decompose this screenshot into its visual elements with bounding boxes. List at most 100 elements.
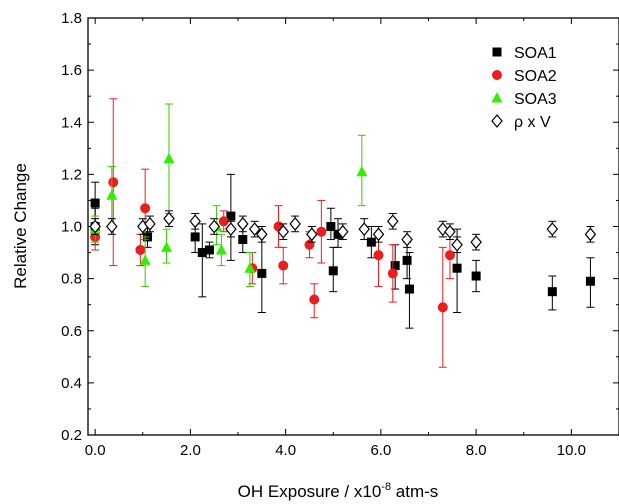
- data-point: [437, 246, 448, 368]
- point-marker: [204, 245, 214, 255]
- point-marker: [163, 211, 175, 226]
- legend-label: SOA1: [514, 45, 557, 62]
- point-marker: [373, 250, 384, 261]
- point-marker: [190, 232, 200, 242]
- point-marker: [277, 224, 290, 239]
- point-marker: [390, 261, 400, 271]
- point-marker: [387, 214, 399, 229]
- point-marker: [404, 284, 414, 294]
- legend-entry: SOA2: [492, 68, 557, 85]
- data-point: [306, 226, 318, 243]
- plot-frame: [87, 17, 619, 436]
- point-marker: [470, 235, 482, 250]
- data-point: [326, 207, 336, 241]
- data-point: [244, 252, 256, 287]
- point-marker: [328, 266, 338, 276]
- point-marker: [316, 226, 327, 237]
- data-point: [387, 244, 398, 303]
- point-marker: [139, 254, 151, 265]
- data-point: [337, 223, 349, 241]
- point-marker: [215, 243, 227, 255]
- legend: SOA1 SOA2 SOA3 ρ x V: [491, 45, 557, 131]
- point-marker: [356, 165, 368, 177]
- point-marker: [135, 244, 146, 255]
- point-marker: [140, 203, 151, 214]
- data-point: [328, 246, 338, 293]
- point-marker: [278, 260, 289, 271]
- point-marker: [358, 222, 370, 237]
- point-marker: [89, 219, 101, 234]
- x-axis-title-exponent: -8: [381, 481, 391, 493]
- data-point: [106, 166, 118, 227]
- y-tick-label: 0.2: [61, 427, 82, 444]
- y-tick-label: 0.8: [61, 271, 82, 288]
- data-point: [248, 220, 261, 238]
- data-point: [215, 233, 227, 267]
- point-marker: [584, 227, 597, 242]
- data-point: [277, 223, 290, 241]
- data-point: [451, 236, 463, 254]
- point-marker: [161, 241, 173, 252]
- data-point: [106, 218, 118, 235]
- data-point: [108, 98, 119, 267]
- point-marker: [257, 268, 267, 278]
- y-tick-label: 1.2: [61, 166, 82, 183]
- data-point: [163, 103, 175, 214]
- point-marker: [437, 302, 448, 313]
- point-marker: [144, 216, 156, 231]
- data-point: [584, 226, 597, 243]
- legend-entry: ρ x V: [491, 114, 551, 131]
- point-marker: [248, 222, 261, 237]
- data-point: [278, 246, 289, 285]
- legend-marker: [491, 114, 503, 128]
- point-marker: [546, 222, 559, 237]
- data-point: [390, 244, 400, 290]
- axes-layer: 0.2 0.4 0.6 0.8 1.0 1.2 1.4 1.6 1.8 0.0 2.0 4.0 6.0 8…: [61, 10, 619, 459]
- data-point: [333, 218, 343, 248]
- point-marker: [451, 237, 463, 252]
- x-tick-label: 4.0: [275, 442, 296, 459]
- point-marker: [387, 268, 398, 279]
- legend-marker: [492, 47, 502, 57]
- point-marker: [90, 198, 100, 208]
- point-marker: [197, 248, 207, 258]
- data-point: [546, 220, 559, 238]
- point-marker: [163, 152, 175, 164]
- point-marker: [309, 294, 320, 305]
- point-marker: [304, 239, 315, 250]
- data-point: [366, 226, 376, 259]
- point-marker: [306, 227, 318, 242]
- series-xv: [89, 210, 597, 254]
- point-marker: [208, 219, 220, 234]
- data-point: [161, 228, 173, 264]
- data-point: [585, 257, 595, 308]
- data-point: [163, 210, 175, 227]
- legend-marker: [492, 70, 502, 80]
- point-marker: [471, 271, 481, 281]
- x-tick-label: 10.0: [557, 442, 586, 459]
- data-point: [404, 252, 414, 329]
- series-soa2: [90, 98, 455, 368]
- data-point: [316, 199, 327, 264]
- point-marker: [189, 214, 201, 229]
- point-marker: [106, 189, 118, 200]
- data-point: [401, 231, 413, 248]
- point-marker: [585, 276, 595, 286]
- series-soa3: [89, 103, 368, 287]
- point-marker: [402, 255, 412, 265]
- y-tick-label: 1.4: [61, 114, 82, 131]
- data-point: [257, 233, 267, 314]
- point-marker: [333, 229, 343, 239]
- point-marker: [238, 235, 248, 245]
- x-tick-label: 8.0: [466, 442, 487, 459]
- point-marker: [106, 219, 118, 234]
- point-marker: [547, 287, 557, 297]
- legend-entry: SOA3: [491, 91, 557, 108]
- point-marker: [244, 262, 256, 273]
- point-marker: [401, 232, 413, 247]
- y-axis-title: Relative Change: [11, 163, 30, 289]
- data-point: [208, 218, 220, 235]
- point-marker: [289, 216, 301, 231]
- x-tick-label: 2.0: [180, 442, 201, 459]
